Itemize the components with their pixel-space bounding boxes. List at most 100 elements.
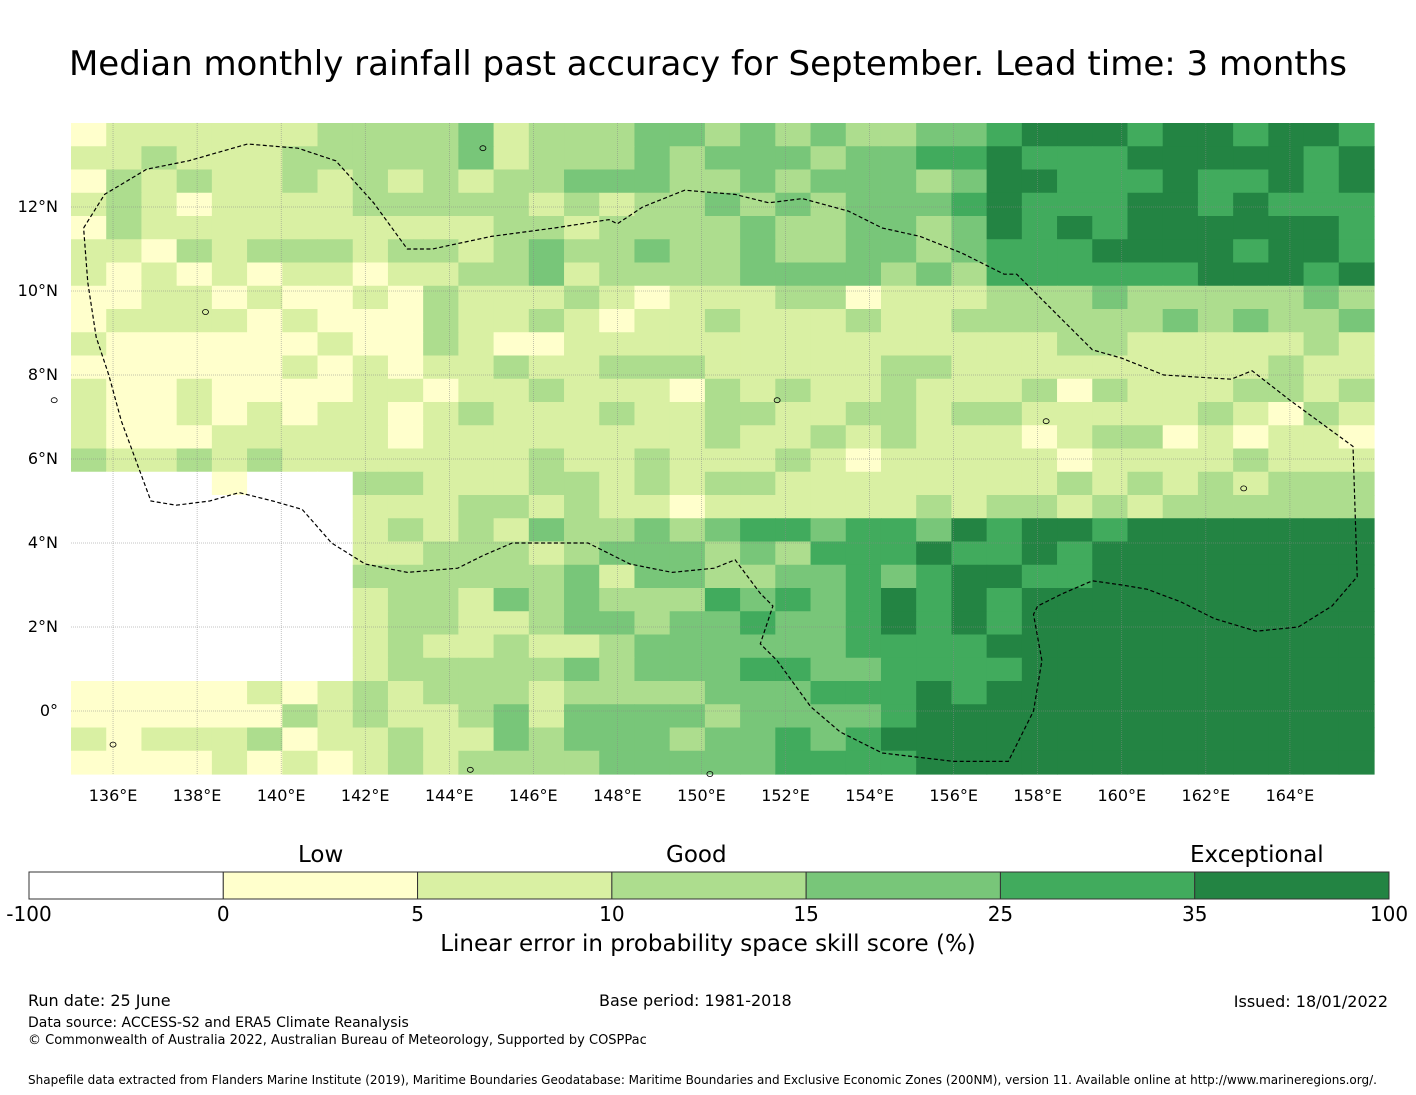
grid-cell xyxy=(775,657,812,682)
grid-cell xyxy=(810,564,847,589)
grid-cell xyxy=(71,192,107,217)
grid-cell xyxy=(740,425,776,450)
grid-cell xyxy=(282,309,319,333)
grid-cell xyxy=(1127,564,1164,589)
grid-cell xyxy=(634,657,671,682)
grid-cell xyxy=(669,402,706,426)
grid-cell xyxy=(387,448,424,473)
grid-cell xyxy=(951,657,988,682)
grid-cell xyxy=(704,448,741,473)
grid-cell xyxy=(317,634,354,659)
grid-cell xyxy=(1303,262,1340,287)
grid-cell xyxy=(458,471,495,496)
grid-cell xyxy=(564,657,600,682)
grid-cell xyxy=(211,402,248,426)
grid-cell xyxy=(317,495,354,519)
grid-cell xyxy=(704,588,741,612)
grid-cell xyxy=(1127,750,1164,775)
grid-cell xyxy=(528,588,565,612)
grid-cell xyxy=(1233,448,1269,473)
grid-cell xyxy=(634,518,671,543)
grid-cell xyxy=(810,123,847,147)
grid-cell xyxy=(1057,216,1093,240)
grid-cell xyxy=(1303,239,1340,264)
grid-cell xyxy=(669,634,706,659)
grid-cell xyxy=(845,657,882,682)
grid-cell xyxy=(1092,727,1129,752)
grid-cell xyxy=(1338,169,1375,194)
grid-cell xyxy=(1162,611,1199,636)
island-outline xyxy=(50,397,58,404)
grid-cell xyxy=(704,681,741,705)
grid-cell xyxy=(845,750,882,775)
grid-cell xyxy=(1021,169,1058,194)
grid-cell xyxy=(1268,262,1305,287)
grid-cell xyxy=(493,355,530,380)
grid-cell xyxy=(845,262,882,287)
grid-cell xyxy=(211,750,248,775)
island-outline xyxy=(1042,418,1050,425)
grid-cell xyxy=(1268,146,1305,171)
grid-cell xyxy=(775,332,812,357)
grid-cell xyxy=(71,704,107,729)
grid-cell xyxy=(352,727,389,752)
grid-cell xyxy=(528,541,565,566)
grid-cell xyxy=(211,495,248,519)
grid-cell xyxy=(1057,355,1093,380)
map-title: Median monthly rainfall past accuracy fo… xyxy=(68,44,1348,84)
grid-cell xyxy=(458,285,495,310)
grid-cell xyxy=(493,541,530,566)
grid-cell xyxy=(916,123,953,147)
skill-grid xyxy=(71,123,1375,775)
grid-cell xyxy=(352,309,389,333)
longitude-tick-label: 140°E xyxy=(256,786,306,805)
grid-cell xyxy=(740,518,776,543)
longitude-tick-label: 150°E xyxy=(677,786,726,805)
grid-cell xyxy=(352,355,389,380)
grid-cell xyxy=(1021,262,1058,287)
grid-cell xyxy=(1197,262,1234,287)
grid-cell xyxy=(528,727,565,752)
grid-cell xyxy=(1303,425,1340,450)
grid-cell xyxy=(1092,216,1129,240)
grid-cell xyxy=(528,704,565,729)
grid-cell xyxy=(1197,518,1234,543)
grid-cell xyxy=(1197,750,1234,775)
grid-cell xyxy=(704,611,741,636)
grid-cell xyxy=(669,611,706,636)
grid-cell xyxy=(1233,262,1269,287)
grid-cell xyxy=(916,239,953,264)
colorbar-tick-label: 10 xyxy=(599,902,625,926)
grid-cell xyxy=(1338,704,1375,729)
grid-cell xyxy=(1268,588,1305,612)
grid-cell xyxy=(106,495,143,519)
grid-cell xyxy=(247,518,283,543)
grid-cell xyxy=(493,471,530,496)
grid-cell xyxy=(282,332,319,357)
grid-cell xyxy=(669,239,706,264)
grid-cell xyxy=(951,169,988,194)
grid-cell xyxy=(141,192,178,217)
grid-cell xyxy=(141,448,178,473)
grid-cell xyxy=(282,355,319,380)
grid-cell xyxy=(951,611,988,636)
grid-cell xyxy=(247,681,283,705)
grid-cell xyxy=(387,402,424,426)
grid-cell xyxy=(1057,495,1093,519)
grid-cell xyxy=(282,611,319,636)
grid-cell xyxy=(1127,146,1164,171)
grid-cell xyxy=(176,309,213,333)
grid-cell xyxy=(810,402,847,426)
grid-cell xyxy=(634,588,671,612)
grid-cell xyxy=(1197,216,1234,240)
grid-cell xyxy=(1092,309,1129,333)
grid-cell xyxy=(423,123,459,147)
grid-cell xyxy=(1338,192,1375,217)
grid-cell xyxy=(528,239,565,264)
grid-cell xyxy=(387,471,424,496)
grid-cell xyxy=(1303,541,1340,566)
grid-cell xyxy=(845,448,882,473)
grid-cell xyxy=(247,216,283,240)
grid-cell xyxy=(1338,285,1375,310)
longitude-tick-label: 138°E xyxy=(172,786,222,805)
